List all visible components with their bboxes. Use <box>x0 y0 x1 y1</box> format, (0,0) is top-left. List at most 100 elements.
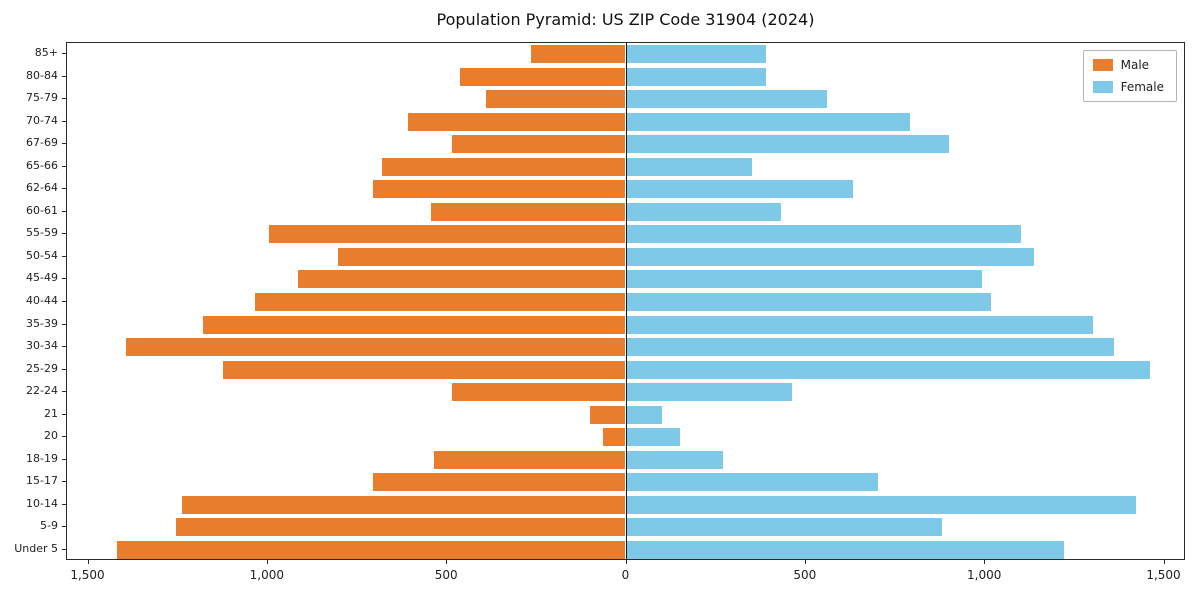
x-tick-mark <box>984 560 986 564</box>
x-tick-mark <box>446 560 448 564</box>
female-bar <box>626 473 878 491</box>
y-tick-mark <box>62 346 66 347</box>
y-tick-mark <box>62 459 66 460</box>
x-tick-mark <box>625 560 627 564</box>
chart-title: Population Pyramid: US ZIP Code 31904 (2… <box>436 10 815 29</box>
y-tick-label: 50-54 <box>26 248 58 262</box>
male-bar <box>373 473 625 491</box>
y-tick-label: 25-29 <box>26 361 58 375</box>
female-bar <box>626 451 724 469</box>
y-tick-label: 10-14 <box>26 496 58 510</box>
y-tick-mark <box>62 143 66 144</box>
x-tick-label: 1,000 <box>249 568 284 582</box>
y-tick-mark <box>62 481 66 482</box>
male-bar <box>269 225 625 243</box>
y-tick-label: 40-44 <box>26 294 58 307</box>
x-tick-mark <box>1163 560 1165 564</box>
male-bar <box>459 68 625 86</box>
y-tick-label: 22-24 <box>26 384 58 398</box>
y-tick-label: 21 <box>44 406 58 420</box>
x-tick-label: 0 <box>621 568 630 582</box>
female-bar <box>626 406 663 424</box>
x-tick-label: 500 <box>793 568 817 582</box>
y-tick-label: 60-61 <box>26 203 58 217</box>
male-legend-swatch-icon <box>1092 59 1113 71</box>
male-bar <box>407 113 625 131</box>
x-tick-mark <box>266 560 268 564</box>
y-tick-mark <box>62 211 66 212</box>
male-bar <box>603 428 625 446</box>
female-bar <box>626 90 828 108</box>
plot-area: Male Female <box>66 42 1185 560</box>
female-bar <box>626 135 950 153</box>
female-bar <box>626 158 752 176</box>
y-tick-label: 20 <box>44 429 58 443</box>
female-bar <box>626 45 767 63</box>
y-tick-label: 70-74 <box>26 113 58 127</box>
female-bar <box>626 203 781 221</box>
y-tick-mark <box>62 391 66 392</box>
male-bar <box>373 180 625 198</box>
y-tick-mark <box>62 233 66 234</box>
x-tick-mark <box>87 560 89 564</box>
y-tick-mark <box>62 414 66 415</box>
male-bar <box>337 248 625 266</box>
x-tick-label: 1,000 <box>967 568 1002 582</box>
y-tick-mark <box>62 98 66 99</box>
y-tick-mark <box>62 256 66 257</box>
female-bar <box>626 518 943 536</box>
male-bar <box>181 496 625 514</box>
y-tick-label: 15-17 <box>26 474 58 488</box>
zero-axis-line <box>626 43 627 559</box>
y-tick-label: 67-69 <box>26 136 58 150</box>
x-tick-mark <box>804 560 806 564</box>
female-bar <box>626 113 910 131</box>
female-bar <box>626 270 982 288</box>
legend-label-female: Female <box>1120 80 1164 94</box>
female-bar <box>626 383 792 401</box>
y-tick-mark <box>62 166 66 167</box>
legend-item-male: Male <box>1092 58 1164 72</box>
male-bar <box>452 383 625 401</box>
female-bar <box>626 316 1093 334</box>
y-tick-label: 75-79 <box>26 91 58 105</box>
y-tick-mark <box>62 436 66 437</box>
y-tick-label: 35-39 <box>26 316 58 330</box>
female-bar <box>626 496 1136 514</box>
male-bar <box>176 518 625 536</box>
y-tick-mark <box>62 369 66 370</box>
female-bar <box>626 428 681 446</box>
male-bar <box>531 45 625 63</box>
y-tick-label: 5-9 <box>40 519 58 533</box>
x-tick-label: 500 <box>434 568 458 582</box>
female-bar <box>626 248 1034 266</box>
female-bar <box>626 225 1021 243</box>
y-tick-label: 45-49 <box>26 271 58 285</box>
y-tick-mark <box>62 549 66 550</box>
male-bar <box>126 338 625 356</box>
male-bar <box>222 361 625 379</box>
x-tick-label: 1,500 <box>70 568 105 582</box>
y-tick-label: 62-64 <box>26 181 58 195</box>
x-tick-label: 1,500 <box>1146 568 1181 582</box>
y-tick-label: 18-19 <box>26 451 58 465</box>
female-legend-swatch-icon <box>1092 81 1113 93</box>
y-tick-mark <box>62 121 66 122</box>
y-tick-mark <box>62 188 66 189</box>
y-tick-mark <box>62 53 66 54</box>
female-bar <box>626 338 1115 356</box>
y-tick-label: 85+ <box>34 46 58 60</box>
y-tick-mark <box>62 504 66 505</box>
y-tick-label: 65-66 <box>26 158 58 172</box>
male-bar <box>255 293 625 311</box>
female-bar <box>626 68 767 86</box>
y-tick-label: 80-84 <box>26 68 58 82</box>
male-bar <box>430 203 625 221</box>
male-bar <box>590 406 625 424</box>
legend-label-male: Male <box>1120 58 1150 72</box>
male-bar <box>434 451 625 469</box>
y-tick-mark <box>62 76 66 77</box>
male-bar <box>382 158 625 176</box>
male-bar <box>203 316 625 334</box>
